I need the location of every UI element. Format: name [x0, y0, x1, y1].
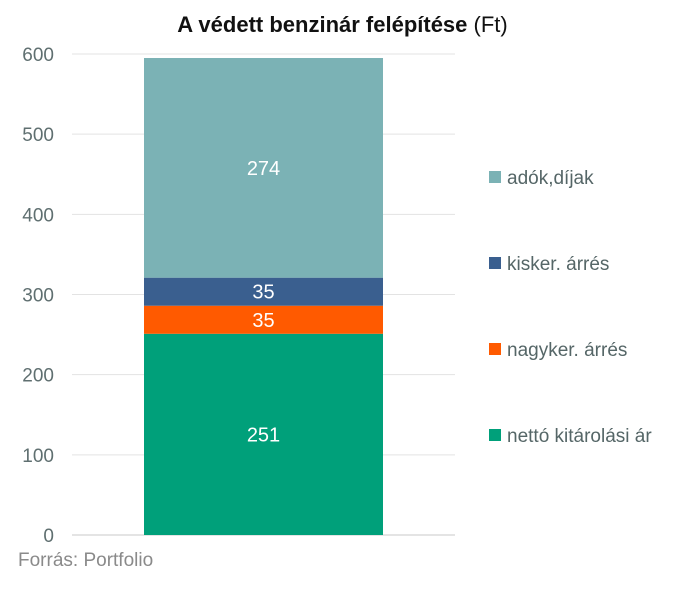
y-tick-label: 300: [22, 286, 54, 307]
y-tick-label: 400: [22, 205, 54, 226]
bar-segments: [144, 58, 383, 535]
bar-segment: [144, 58, 383, 278]
data-label: 35: [252, 282, 274, 304]
y-tick-label: 0: [43, 526, 54, 547]
legend-label: adók,díjak: [507, 168, 594, 189]
chart-title-unit: (Ft): [473, 12, 508, 37]
bar-segment: [144, 333, 383, 535]
data-labels: 251 35 35 274: [247, 158, 280, 447]
data-label: 274: [247, 158, 280, 180]
chart-title: A védett benzinár felépítése (Ft): [0, 12, 685, 38]
y-tick-label: 100: [22, 446, 54, 467]
legend-label: nagyker. árrés: [507, 340, 627, 361]
y-tick-label: 500: [22, 125, 54, 146]
source-note: Forrás: Portfolio: [18, 550, 154, 571]
bar-segment: [144, 277, 383, 306]
legend-swatch: [489, 257, 501, 269]
data-label: 35: [252, 310, 274, 332]
legend-swatch: [489, 171, 501, 183]
y-axis-ticks: 0 100 200 300 400 500 600: [22, 45, 54, 547]
y-tick-label: 600: [22, 45, 54, 66]
chart-title-main: A védett benzinár felépítése: [177, 12, 468, 37]
legend-label: nettó kitárolási ár: [507, 426, 652, 447]
legend-swatch: [489, 343, 501, 355]
bar-segment: [144, 305, 383, 334]
data-label: 251: [247, 424, 280, 446]
legend-label: kisker. árrés: [507, 254, 609, 275]
y-tick-label: 200: [22, 366, 54, 387]
legend: adók,díjak kisker. árrés nagyker. árrés net…: [489, 168, 652, 447]
legend-swatch: [489, 429, 501, 441]
